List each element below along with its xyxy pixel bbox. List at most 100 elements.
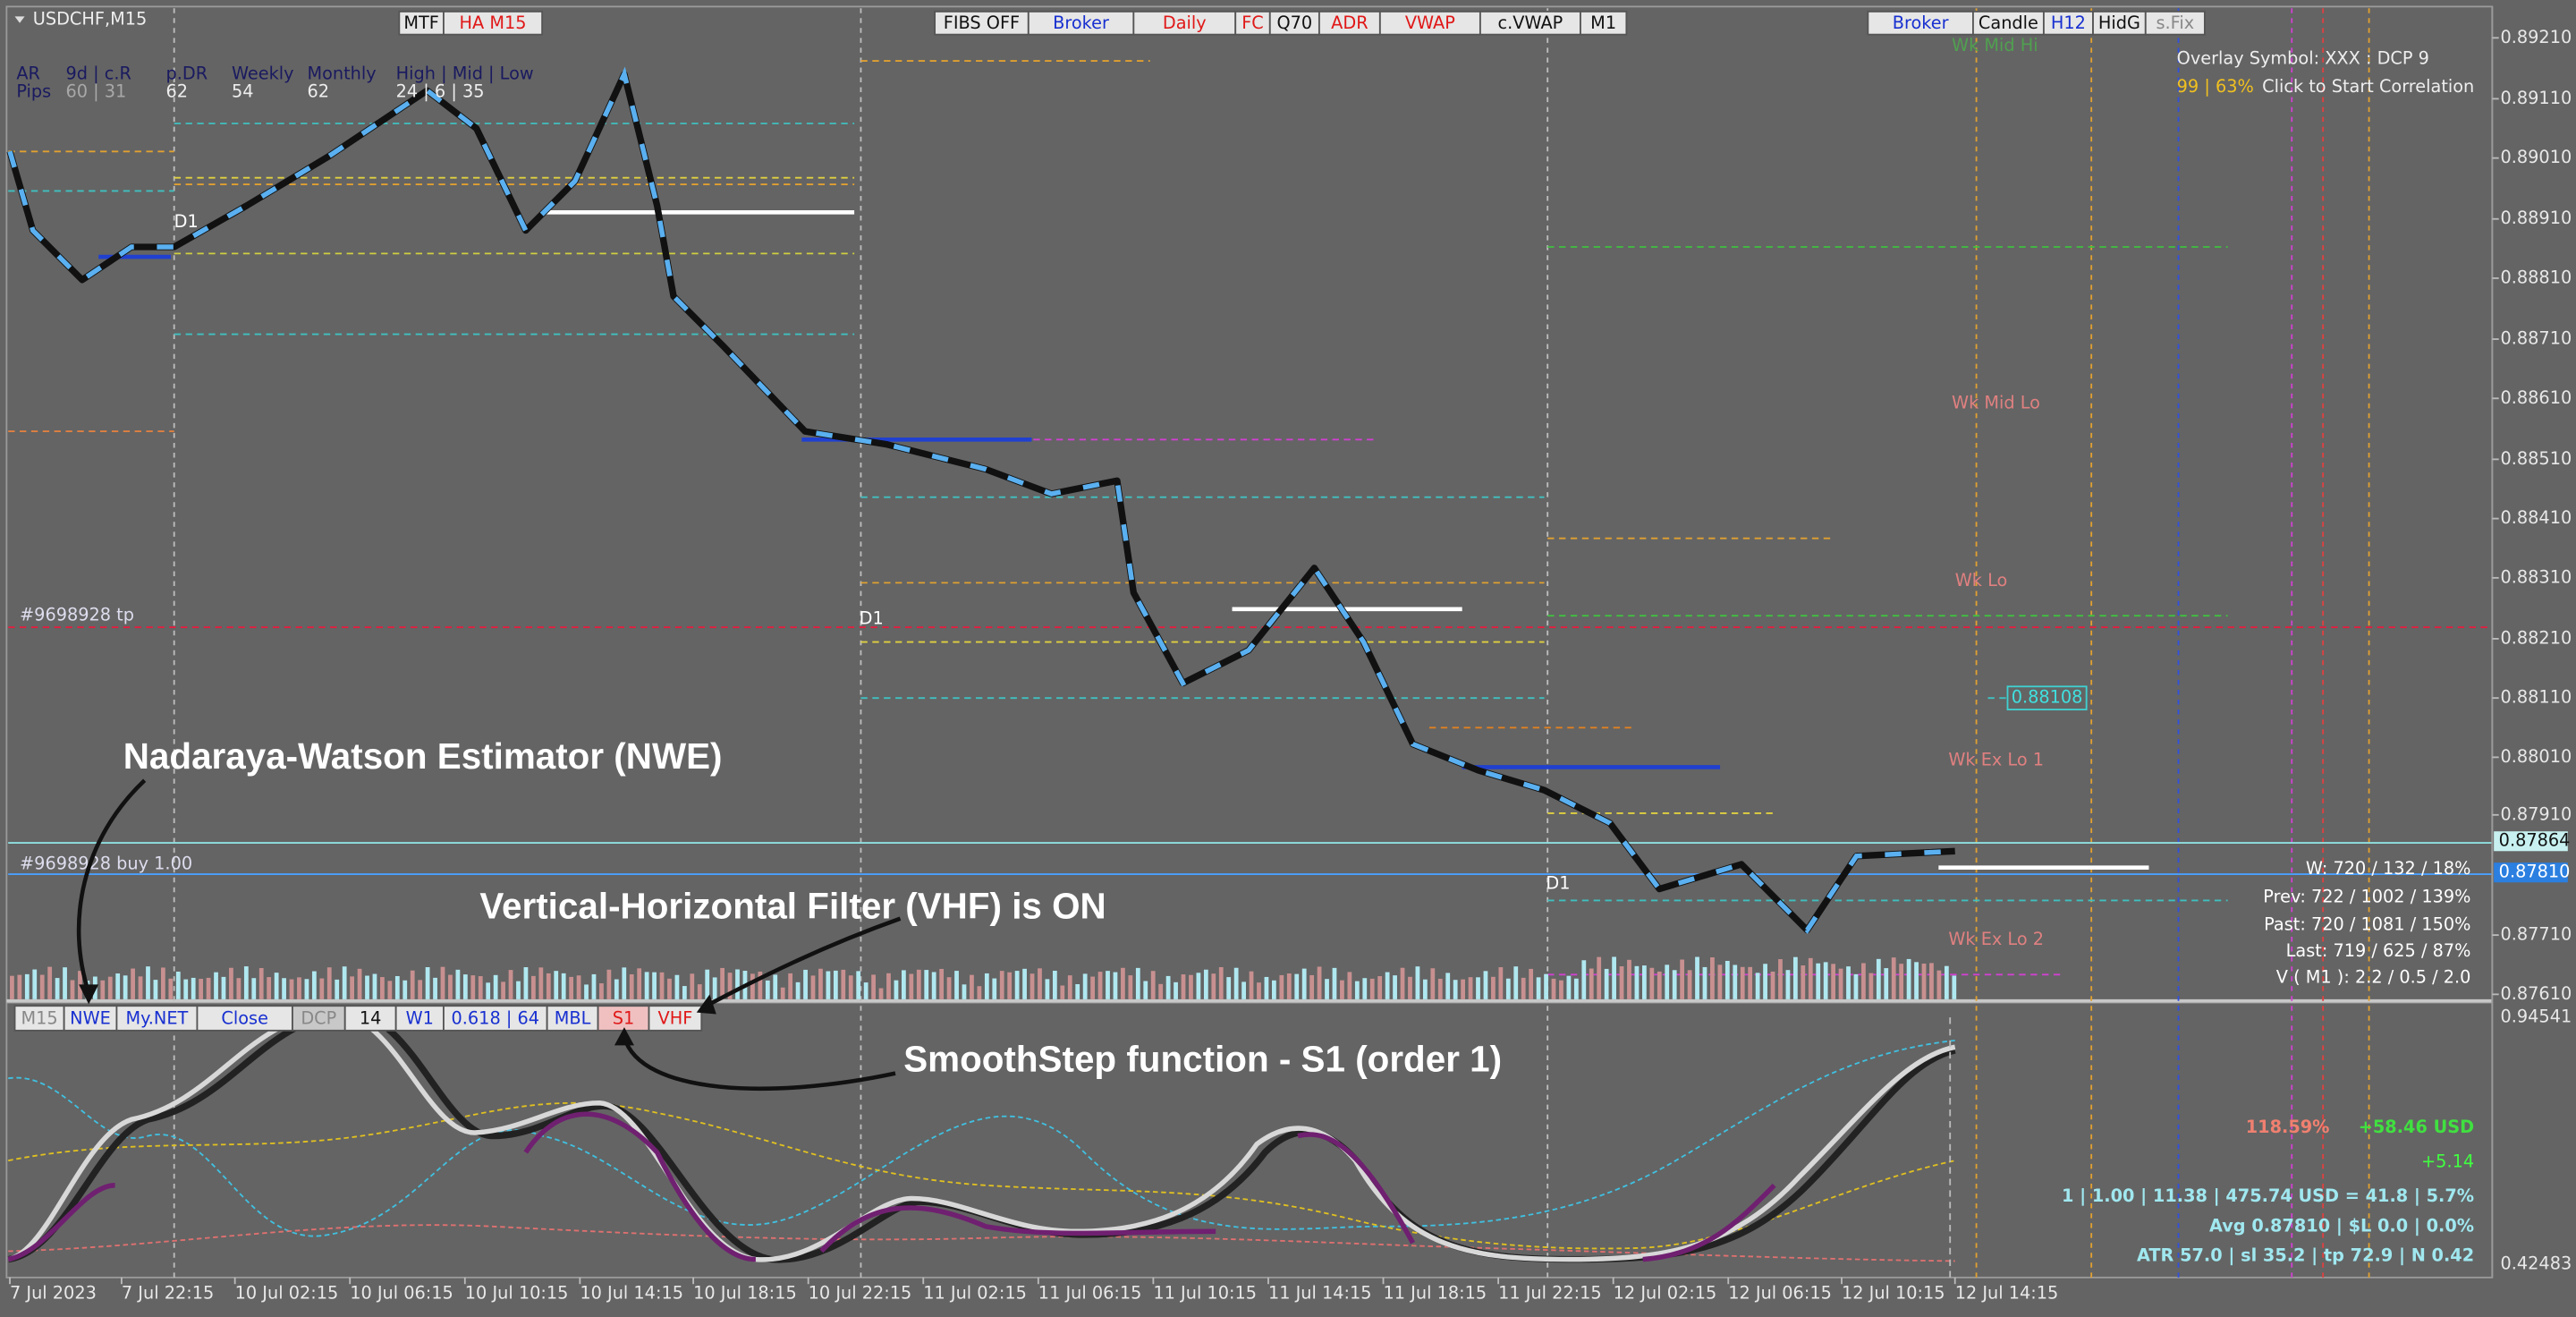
toolbar-button[interactable]	[196, 1005, 293, 1032]
button-label[interactable]: 14	[360, 1007, 382, 1028]
volume-bar	[1158, 983, 1164, 999]
volume-bar	[984, 973, 989, 999]
button-label[interactable]: VHF	[658, 1007, 693, 1028]
toolbar-button[interactable]	[1479, 10, 1581, 36]
volume-bar	[584, 984, 589, 999]
button-label[interactable]: VWAP	[1405, 13, 1455, 33]
price-label: 0.88810	[2501, 267, 2572, 287]
button-label[interactable]: HidG	[2098, 13, 2140, 33]
volume-bar	[1022, 968, 1027, 999]
volume-bar	[1476, 977, 1480, 999]
toolbar-button[interactable]	[1234, 10, 1271, 36]
volume-bar	[387, 981, 393, 999]
button-label[interactable]: ADR	[1331, 13, 1368, 33]
volume-bar	[962, 984, 967, 999]
price-label: 0.88710	[2501, 328, 2572, 349]
volume-bar	[1430, 968, 1436, 999]
button-label[interactable]: M1	[1590, 13, 1616, 33]
toolbar-button[interactable]	[394, 1005, 445, 1032]
button-label[interactable]: s.Fix	[2157, 13, 2195, 33]
toolbar-button[interactable]	[546, 1005, 599, 1032]
toolbar-button[interactable]	[648, 1005, 703, 1032]
button-label[interactable]: FIBS OFF	[944, 13, 1020, 33]
button-label[interactable]: Q70	[1276, 13, 1312, 33]
volume-bar	[100, 980, 106, 999]
toolbar-button[interactable]	[443, 10, 544, 36]
toolbar-button[interactable]	[1268, 10, 1320, 36]
annotation: SmoothStep function - S1 (order 1)	[903, 1038, 1502, 1079]
correlation-button[interactable]: Click to Start Correlation	[2262, 76, 2474, 97]
volume-bar	[856, 971, 861, 999]
toolbar-button[interactable]	[1972, 10, 2045, 36]
volume-bar	[70, 980, 75, 999]
volume-bar	[1453, 980, 1458, 999]
button-label[interactable]: 0.618 | 64	[452, 1007, 539, 1028]
button-label[interactable]: My.NET	[126, 1007, 189, 1028]
volume-bar	[229, 967, 233, 999]
button-label[interactable]: MBL	[555, 1007, 591, 1028]
volume-bar	[1082, 973, 1088, 999]
volume-bar	[493, 974, 498, 999]
toolbar-button[interactable]	[292, 1005, 346, 1032]
button-label[interactable]: Candle	[1979, 13, 2038, 33]
toolbar-button[interactable]	[2092, 10, 2147, 36]
button-label[interactable]: HA M15	[460, 13, 527, 33]
toolbar-button[interactable]	[1580, 10, 1628, 36]
price-label: 0.88510	[2501, 448, 2572, 469]
volume-bar	[274, 973, 279, 999]
volume-bar	[319, 978, 325, 999]
volume-bar	[1755, 973, 1760, 999]
volume-bar	[440, 966, 445, 999]
volume-bar	[191, 977, 196, 999]
toolbar-button[interactable]	[1132, 10, 1237, 36]
collapse-icon[interactable]	[14, 16, 25, 23]
button-label[interactable]: NWE	[70, 1007, 111, 1028]
toolbar-button[interactable]	[443, 1005, 548, 1032]
button-label[interactable]: W1	[406, 1007, 434, 1028]
volume-bar	[833, 970, 838, 999]
volume-bar	[916, 969, 921, 999]
toolbar-button[interactable]	[1867, 10, 1974, 36]
volume-bar	[946, 977, 952, 999]
button-label[interactable]: DCP	[301, 1007, 336, 1028]
button-label[interactable]: M15	[21, 1007, 57, 1028]
volume-bar	[1763, 964, 1767, 999]
volume-bar	[1861, 963, 1866, 999]
volume-bar	[63, 967, 67, 999]
toolbar-button[interactable]	[115, 1005, 199, 1032]
toolbar-button[interactable]	[343, 1005, 397, 1032]
button-label[interactable]: H12	[2051, 13, 2086, 33]
button-label[interactable]: Close	[221, 1007, 268, 1028]
toolbar-button[interactable]	[2144, 10, 2206, 36]
volume-bar	[433, 977, 437, 999]
volume-bar	[1362, 978, 1368, 999]
button-label[interactable]: S1	[613, 1007, 635, 1028]
toolbar-button[interactable]	[1378, 10, 1481, 36]
volume-bar	[886, 973, 891, 999]
info-value: 60 | 31	[65, 81, 126, 102]
price-label: 0.88610	[2501, 387, 2572, 408]
button-label[interactable]: Broker	[1893, 13, 1949, 33]
volume-bar	[788, 973, 793, 999]
toolbar-button[interactable]	[934, 10, 1030, 36]
volume-bar	[1332, 967, 1337, 999]
volume-bar	[773, 974, 778, 999]
account-average: Avg 0.87810 | $L 0.0 | 0.0%	[2209, 1215, 2474, 1236]
level-label: Wk Ex Lo 2	[1948, 929, 2044, 949]
button-label[interactable]: Daily	[1163, 13, 1207, 33]
order-tp: #9698928 tp	[20, 605, 134, 625]
d1-label: D1	[860, 608, 884, 628]
volume-bar	[1884, 968, 1889, 999]
volume-bar	[674, 974, 680, 999]
button-label[interactable]: Broker	[1053, 13, 1109, 33]
volume-bar	[1385, 972, 1390, 999]
toolbar-button[interactable]	[1027, 10, 1135, 36]
button-label[interactable]: MTF	[403, 13, 439, 33]
volume-bar	[1733, 964, 1738, 999]
button-label[interactable]: c.VWAP	[1498, 13, 1563, 33]
volume-bar	[1369, 978, 1375, 999]
toolbar-button[interactable]	[13, 1005, 65, 1032]
volume-bar	[1748, 966, 1753, 999]
toolbar-button[interactable]	[398, 10, 445, 36]
button-label[interactable]: FC	[1241, 13, 1264, 33]
